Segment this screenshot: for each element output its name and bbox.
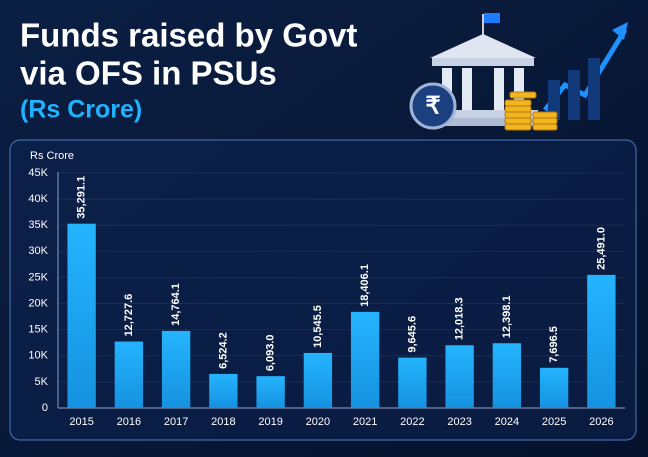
y-tick-label: 45K: [28, 167, 48, 179]
x-tick-label: 2018: [211, 416, 235, 428]
bar: [398, 357, 427, 408]
bar: [445, 345, 474, 408]
bar: [492, 343, 522, 408]
y-tick-label: 0: [42, 402, 48, 414]
value-label: 12,398.1: [501, 295, 513, 338]
y-tick-label: 40K: [28, 193, 48, 205]
x-tick-label: 2023: [447, 416, 471, 428]
y-tick-label: 5K: [35, 376, 49, 388]
bar: [350, 311, 380, 408]
value-label: 12,018.3: [454, 297, 466, 340]
bar: [114, 341, 144, 408]
bar: [67, 223, 96, 408]
value-label: 14,764.1: [170, 283, 182, 326]
y-tick-label: 10K: [28, 350, 48, 362]
x-tick-label: 2025: [542, 416, 566, 428]
x-tick-label: 2026: [589, 416, 613, 428]
x-tick-label: 2015: [69, 416, 93, 428]
value-label: 35,291.1: [76, 176, 88, 219]
x-tick-label: 2020: [306, 416, 330, 428]
x-tick-label: 2017: [164, 416, 188, 428]
bar: [587, 274, 616, 408]
bar: [161, 330, 191, 408]
value-label: 9,645.6: [406, 316, 418, 353]
illustration: ₹: [409, 13, 628, 131]
value-label: 6,093.0: [265, 334, 277, 371]
value-label: 18,406.1: [359, 264, 371, 307]
bar: [303, 352, 333, 408]
x-tick-label: 2016: [117, 416, 141, 428]
x-tick-label: 2022: [400, 416, 424, 428]
y-tick-label: 15K: [28, 324, 48, 336]
y-tick-label: 20K: [28, 297, 48, 309]
value-label: 10,545.5: [312, 305, 324, 348]
chart-title: Funds raised by Govt: [20, 17, 357, 54]
bar: [256, 376, 285, 408]
value-label: 25,491.0: [595, 227, 607, 270]
svg-text:₹: ₹: [425, 92, 440, 119]
value-label: 12,727.6: [123, 294, 135, 337]
y-axis-label: Rs Crore: [30, 150, 74, 162]
bar: [539, 367, 569, 408]
x-tick-label: 2021: [353, 416, 377, 428]
y-tick-label: 30K: [28, 245, 48, 257]
x-tick-label: 2019: [258, 416, 282, 428]
chart-subtitle: (Rs Crore): [20, 96, 142, 124]
chart-title: via OFS in PSUs: [20, 55, 277, 92]
y-tick-label: 25K: [28, 271, 48, 283]
value-label: 6,524.2: [217, 332, 229, 369]
value-label: 7,696.5: [548, 326, 560, 363]
y-tick-label: 35K: [28, 219, 48, 231]
x-tick-label: 2024: [495, 416, 519, 428]
bar: [209, 373, 238, 408]
